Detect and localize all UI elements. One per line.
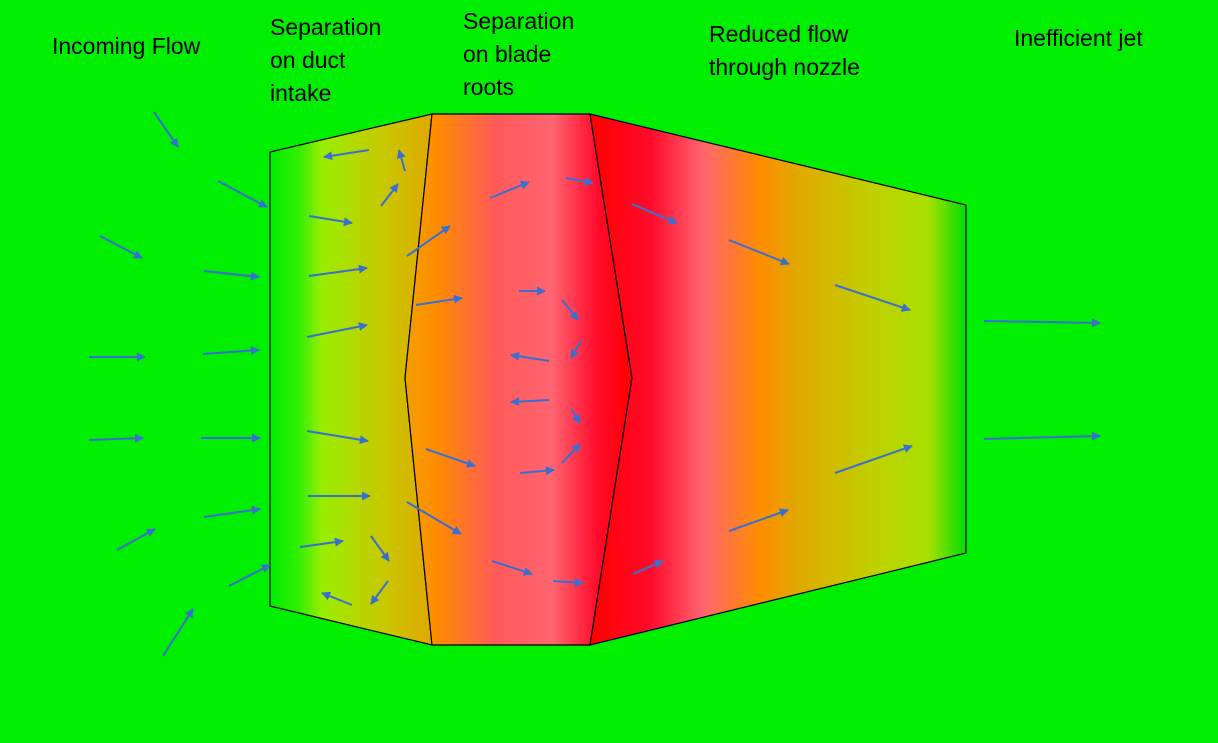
flow-arrow	[834, 444, 913, 474]
flow-arrow	[370, 535, 390, 562]
flow-arrow	[983, 431, 1101, 441]
flow-arrow	[510, 397, 550, 407]
flow-arrow	[561, 299, 579, 321]
flow-arrow	[983, 318, 1101, 328]
flow-arrow	[370, 580, 389, 605]
flow-arrow	[228, 564, 271, 587]
flow-arrow	[425, 448, 476, 468]
flow-arrow	[202, 346, 260, 356]
flow-arrow	[510, 351, 550, 362]
label-incoming-flow: Incoming Flow	[52, 33, 201, 59]
flow-arrow	[406, 225, 451, 257]
flow-arrow	[217, 180, 268, 208]
flow-arrow	[570, 408, 581, 424]
flow-arrow	[203, 270, 260, 281]
flow-arrow	[321, 591, 353, 606]
flow-arrow	[491, 560, 533, 576]
flow-arrow	[489, 180, 530, 199]
flow-arrow	[308, 264, 368, 277]
flow-arrow	[306, 430, 369, 445]
flow-arrow	[99, 235, 143, 259]
flow-arrow	[565, 177, 594, 186]
flow-arrow	[306, 322, 368, 338]
nozzle-section	[589, 113, 967, 646]
flow-arrow	[632, 560, 664, 575]
flow-arrow	[162, 608, 194, 657]
flow-arrow	[380, 183, 399, 207]
flow-arrow	[552, 577, 584, 587]
label-inefficient-jet: Inefficient jet	[1014, 25, 1143, 51]
blade-section	[404, 113, 633, 646]
flow-arrow	[116, 528, 156, 551]
label-duct-intake-separation: Separation on duct intake	[270, 14, 382, 106]
flow-arrow	[299, 537, 344, 548]
flow-arrow	[519, 466, 555, 476]
flow-arrow	[834, 284, 911, 312]
flow-arrow	[728, 508, 789, 532]
flow-arrow	[323, 149, 370, 161]
flow-arrow	[570, 340, 582, 359]
flow-arrow	[728, 239, 790, 266]
label-blade-root-separation: Separation on blade roots	[463, 8, 575, 100]
flow-arrow	[88, 433, 144, 443]
flow-arrows	[88, 111, 1101, 657]
flow-arrow	[561, 443, 581, 464]
label-reduced-nozzle-flow: Reduced flow through nozzle	[709, 21, 860, 80]
flow-arrow	[203, 505, 261, 518]
flow-arrow	[153, 111, 179, 148]
flow-arrow	[406, 501, 462, 535]
flow-arrow	[308, 215, 353, 227]
flow-arrow	[396, 149, 406, 172]
flow-arrow	[415, 294, 463, 306]
flow-arrow	[631, 203, 678, 224]
